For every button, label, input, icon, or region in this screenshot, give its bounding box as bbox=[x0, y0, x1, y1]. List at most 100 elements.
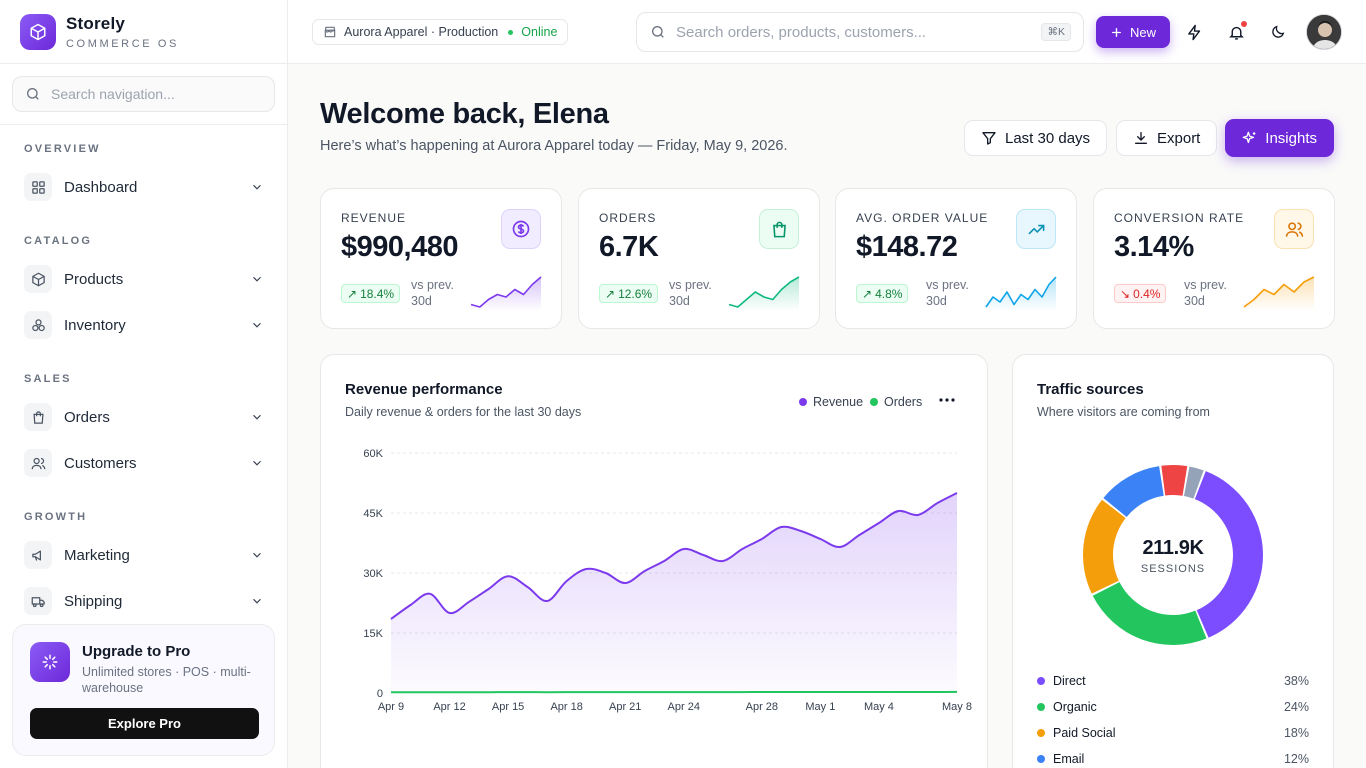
kpi-card-revenue: REVENUE $990,480 ↗ 18.4% vs prev. 30d bbox=[320, 188, 562, 329]
kpi-value: 6.7K bbox=[599, 231, 659, 263]
sidebar-item-label: Dashboard bbox=[64, 178, 138, 196]
sidebar-item-label: Orders bbox=[64, 408, 110, 426]
lightning-button[interactable] bbox=[1182, 20, 1206, 44]
traffic-sources-card: Traffic sources Where visitors are comin… bbox=[1012, 354, 1334, 768]
bell-icon bbox=[1228, 26, 1244, 40]
legend-percent: 38% bbox=[1283, 674, 1309, 688]
kpi-card-orders: ORDERS 6.7K ↗ 12.6% vs prev. 30d bbox=[578, 188, 820, 329]
kpi-sparkline bbox=[985, 276, 1057, 311]
section-catalog: CATALOG bbox=[24, 235, 93, 247]
box-icon bbox=[24, 265, 52, 293]
x-tick-label: May 1 bbox=[805, 701, 835, 713]
insights-button[interactable]: Insights bbox=[1225, 119, 1334, 157]
nav-search-input[interactable]: Search navigation... bbox=[12, 76, 275, 112]
new-button[interactable]: New bbox=[1096, 16, 1170, 48]
legend-label: Organic bbox=[1053, 700, 1097, 714]
y-tick-label: 15K bbox=[363, 628, 383, 640]
donut-slice-referral bbox=[1161, 465, 1188, 496]
dollar-icon bbox=[501, 209, 541, 249]
sidebar-item-inventory[interactable]: Inventory bbox=[24, 311, 264, 339]
explore-pro-button[interactable]: Explore Pro bbox=[30, 708, 259, 739]
kpi-change-badge: ↗ 4.8% bbox=[856, 284, 909, 303]
kpi-compare: vs prev. 30d bbox=[1184, 278, 1227, 308]
moon-icon bbox=[1272, 25, 1285, 38]
legend-label: Orders bbox=[884, 395, 923, 409]
sparkline-line bbox=[470, 276, 542, 308]
page-title: Welcome back, Elena bbox=[320, 98, 609, 130]
divider bbox=[0, 124, 287, 125]
topbar: Aurora Apparel · Production Online Searc… bbox=[288, 0, 1366, 64]
donut-total-label: SESSIONS bbox=[1140, 563, 1206, 575]
x-tick-label: May 4 bbox=[864, 701, 894, 713]
sidebar-item-label: Shipping bbox=[64, 592, 123, 610]
chevron-down-icon bbox=[253, 184, 261, 190]
x-tick-label: Apr 12 bbox=[433, 701, 465, 713]
kpi-value: $148.72 bbox=[856, 231, 958, 263]
notifications-button[interactable] bbox=[1224, 20, 1248, 44]
theme-toggle[interactable] bbox=[1266, 20, 1290, 44]
sidebar: Storely COMMERCE OS Search navigation...… bbox=[0, 0, 288, 768]
date-range-button[interactable]: Last 30 days bbox=[964, 120, 1108, 156]
sidebar-item-customers[interactable]: Customers bbox=[24, 449, 264, 477]
kpi-sparkline bbox=[470, 276, 542, 311]
sparkline-area bbox=[471, 277, 541, 311]
legend-item-paid-social: Paid Social 18% bbox=[1037, 725, 1309, 741]
kpi-card-conversion: CONVERSION RATE 3.14% ↘ 0.4% vs prev. 30d bbox=[1093, 188, 1335, 329]
more-horizontal-icon bbox=[939, 398, 955, 402]
store-switcher[interactable]: Aurora Apparel · Production Online bbox=[312, 19, 569, 45]
donut-slice-other bbox=[1183, 466, 1204, 499]
sidebar-item-marketing[interactable]: Marketing bbox=[24, 541, 264, 569]
legend-item-organic: Organic 24% bbox=[1037, 699, 1309, 715]
x-tick-label: Apr 18 bbox=[550, 701, 582, 713]
sidebar-item-label: Inventory bbox=[64, 316, 126, 334]
export-button[interactable]: Export bbox=[1116, 120, 1218, 156]
revenue-area bbox=[391, 493, 957, 693]
traffic-donut-chart bbox=[1083, 465, 1263, 645]
sidebar-item-orders[interactable]: Orders bbox=[24, 403, 264, 431]
upgrade-card: Upgrade to Pro Unlimited stores · POS · … bbox=[12, 624, 275, 756]
sparkline-area bbox=[729, 277, 799, 311]
card-subtitle: Where visitors are coming from bbox=[1037, 405, 1210, 419]
sidebar-item-label: Marketing bbox=[64, 546, 130, 564]
store-name: Aurora Apparel · Production bbox=[344, 25, 499, 39]
section-overview: OVERVIEW bbox=[24, 143, 101, 155]
x-tick-label: Apr 24 bbox=[668, 701, 700, 713]
sidebar-item-label: Products bbox=[64, 270, 124, 288]
x-tick-label: May 8 bbox=[942, 701, 972, 713]
legend-item-email: Email 12% bbox=[1037, 751, 1309, 767]
sparkline-area bbox=[1244, 277, 1314, 311]
kpi-compare: vs prev. 30d bbox=[669, 278, 712, 308]
legend-dot bbox=[1037, 677, 1045, 685]
kpi-compare: vs prev. 30d bbox=[411, 278, 454, 308]
avatar[interactable] bbox=[1306, 14, 1342, 50]
chevron-down-icon bbox=[253, 322, 261, 328]
date-range-label: Last 30 days bbox=[1005, 129, 1091, 147]
donut-slice-direct bbox=[1194, 471, 1263, 638]
brand[interactable]: Storely COMMERCE OS bbox=[20, 14, 179, 50]
upgrade-description: Unlimited stores · POS · multi-warehouse bbox=[82, 665, 251, 695]
brand-subtitle: COMMERCE OS bbox=[66, 38, 179, 50]
upgrade-title: Upgrade to Pro bbox=[82, 643, 191, 660]
users-icon bbox=[1274, 209, 1314, 249]
sidebar-item-products[interactable]: Products bbox=[24, 265, 264, 293]
export-label: Export bbox=[1157, 129, 1201, 147]
shopping-bag-icon bbox=[759, 209, 799, 249]
legend-dot bbox=[1037, 755, 1045, 763]
sidebar-item-dashboard[interactable]: Dashboard bbox=[24, 173, 264, 201]
chevron-down-icon bbox=[253, 460, 261, 466]
sparkline-line bbox=[728, 276, 800, 308]
legend-item-direct: Direct 38% bbox=[1037, 673, 1309, 689]
y-tick-label: 45K bbox=[363, 508, 383, 520]
users-icon bbox=[24, 449, 52, 477]
section-growth: GROWTH bbox=[24, 511, 88, 523]
card-subtitle: Daily revenue & orders for the last 30 d… bbox=[345, 405, 582, 419]
global-search-input[interactable]: Search orders, products, customers... ⌘K bbox=[636, 12, 1084, 52]
filter-icon bbox=[982, 132, 996, 145]
sidebar-item-shipping[interactable]: Shipping bbox=[24, 587, 264, 615]
download-icon bbox=[1135, 132, 1147, 144]
more-options-button[interactable] bbox=[935, 391, 959, 409]
sparkline-line bbox=[985, 276, 1057, 308]
kpi-label: CONVERSION RATE bbox=[1114, 211, 1245, 225]
x-tick-label: Apr 15 bbox=[492, 701, 524, 713]
legend-label: Email bbox=[1053, 752, 1085, 766]
